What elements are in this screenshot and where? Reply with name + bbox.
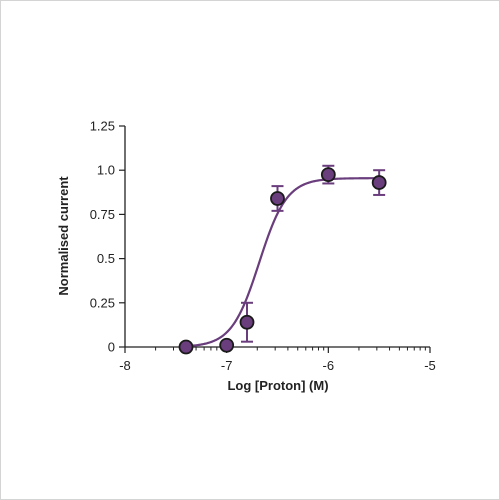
x-tick-label: -5 [424, 358, 436, 373]
data-point [270, 191, 285, 206]
axes [124, 126, 430, 348]
x-tick-label: -6 [323, 358, 335, 373]
data-point [371, 175, 387, 190]
data-point [178, 339, 194, 355]
ticks: 0 0.25 0.5 0.75 1.0 1.25 -8 -7 -6 -5 [90, 119, 436, 374]
y-axis-title: Normalised current [56, 176, 71, 296]
fit-curve-group [180, 177, 382, 348]
x-axis-title: Log [Proton] (M) [227, 378, 328, 393]
fit-curve [180, 177, 382, 348]
y-tick-label: 1.25 [90, 119, 115, 134]
y-tick-label: 0.25 [90, 295, 115, 310]
x-tick-label: -7 [221, 358, 233, 373]
y-tick-label: 0.75 [90, 207, 115, 222]
x-tick-label: -8 [119, 358, 131, 373]
data-points [178, 164, 387, 355]
data-point [320, 167, 336, 183]
y-tick-label: 1.0 [97, 163, 115, 178]
data-point [239, 314, 255, 330]
y-tick-label: 0 [108, 340, 115, 355]
data-point [219, 337, 235, 353]
y-tick-label: 0.5 [97, 251, 115, 266]
